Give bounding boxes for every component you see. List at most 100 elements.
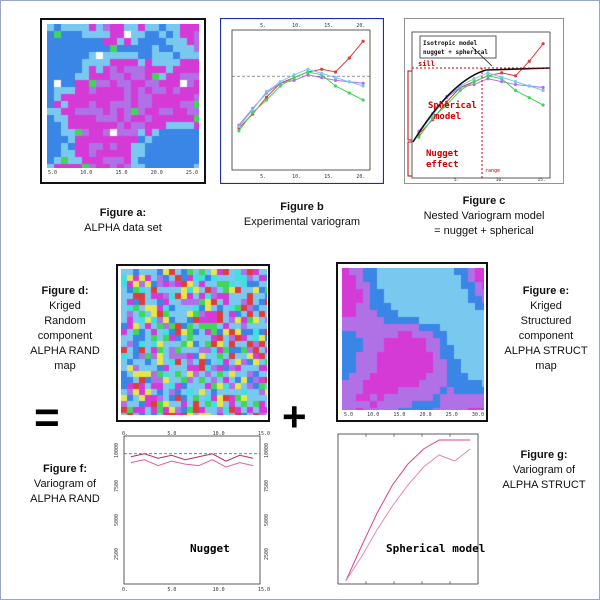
model-curve [412,67,551,143]
rand-series-1 [130,453,254,462]
variogram-series-3-point [333,84,338,88]
model-series-3-point [472,80,476,84]
x-tick-label: 10. [292,23,301,29]
variogram-series-1-point [347,56,351,60]
y-tick-label: 2500 [264,548,270,560]
model-series-2-point [513,82,518,87]
model-series-3-point [527,96,531,100]
alpha-data-map: 5.0 10.0 15.0 20.0 25.0 [40,18,206,184]
plot-area [231,29,371,171]
caption-f-line: ALPHA RAND [30,493,100,505]
x-tick-label: 5. [260,174,266,180]
caption-e-line: ALPHA STRUCT [504,345,588,357]
caption-e-line: Kriged [530,300,562,312]
caption-g-line: ALPHA STRUCT [502,479,586,491]
rand-series-2 [130,459,254,468]
caption-e-line: Structured [520,315,572,327]
tick: 25.0 [185,170,198,176]
x-tick-label: 5. [260,23,266,29]
x-tick-label: 15. [324,23,333,29]
model-series-4-point [541,88,545,92]
model-series-1-point [444,100,449,104]
variogram-series-4-point [320,71,324,75]
caption-g: Figure g: Variogram of ALPHA STRUCT [494,448,594,493]
variogram-series-3-point [251,111,255,115]
variogram-series-3 [238,71,364,132]
variogram-series-4-point [264,90,269,94]
figure-d-title: Figure d: [41,285,89,297]
plus-sign: + [282,393,307,440]
caption-d-line: map [54,360,76,372]
caption-e-line: map [535,360,557,372]
figure-c-line1: Nested Variogram model [423,210,545,222]
model-series-2-point [541,85,545,90]
variogram-series-4-point [306,67,310,71]
tick: 15.0 [115,170,128,176]
variogram-series-4-point [237,125,241,129]
caption-b: Figure b Experimental variogram [220,200,384,230]
variogram-series-1-point [333,70,338,74]
plot-area [337,433,479,585]
model-series-2-point [486,77,490,81]
caption-d-line: ALPHA RAND [30,345,100,357]
equals-sign: = [34,393,60,442]
spherical-bracket [407,70,412,141]
model-series-4-point [500,75,504,79]
model-series-3-point [541,103,545,107]
model-series-1-point [541,42,545,46]
variogram-series-2-point [320,76,324,80]
x-tick-label: 10. [292,174,301,180]
variogram-alpha-rand-plot: 0. 5.0 10.0 15.0 0. 5.0 10.0 15.0 10000 10000 7500… [114,431,270,592]
variogram-series-4-point [361,84,365,88]
y-tick-label: 7500 [264,480,270,492]
caption-e-line: component [518,330,574,342]
x-tick-label: 10.0 [213,587,225,592]
figure-b-title: Figure b [280,201,324,213]
nugget-label: Nugget [426,149,459,159]
tick: 5.0 [48,170,58,176]
plot-frame [220,18,384,184]
model-series-4-point [486,71,490,75]
tick: 25.0 [445,412,458,418]
variogram-series-2-point [333,78,338,82]
tick: 10.0 [367,412,380,418]
model-series-3 [418,75,544,138]
figure-g-title: Figure g: [520,449,568,461]
variogram-series-2-point [292,78,296,82]
figure-c-title: Figure c [462,195,506,207]
model-series-4-point [513,80,518,84]
variogram-series-2-point [306,73,310,77]
x-tick-label: 5. [454,177,459,183]
x-tick-label: 10.0 [213,431,225,437]
tick: 20.0 [150,170,163,176]
kriged-structured-map: 5.0 10.0 15.0 20.0 25.0 30.0 [336,262,488,422]
figure-c-line2: = nugget + spherical [434,225,534,237]
variogram-series-4-point [278,80,282,84]
kriged-random-map [116,264,270,422]
caption-f-line: Variogram of [33,478,97,490]
nugget-bracket [407,141,412,177]
variogram-series-3-point [306,70,310,74]
x-tick-label: 15.0 [258,431,270,437]
figure-e-title: Figure e: [522,285,570,297]
model-label: model [434,112,461,122]
legend-title: Isotropic model [423,40,478,47]
y-tick-label: 5000 [264,514,270,526]
tick: 30.0 [471,412,484,418]
variogram-series-4-point [333,76,338,80]
variogram-series-3-point [278,84,282,88]
variogram-series-4-point [251,108,255,112]
variogram-series-1-point [361,39,365,43]
effect-label: effect [426,160,459,170]
variogram-series-3-point [292,76,296,80]
spherical-model-label: Spherical model [386,542,485,555]
legend-pointer [471,46,493,67]
variogram-series-3-point [347,91,351,95]
variogram-series-4-point [347,80,351,84]
model-series-1-point [513,74,518,78]
caption-c: Figure c Nested Variogram model = nugget… [395,194,573,239]
x-tick-label: 20. [356,23,365,29]
x-tick-label: 15.0 [258,587,270,592]
variogram-series-1-point [320,67,324,71]
alpha-data-grid [47,24,199,168]
